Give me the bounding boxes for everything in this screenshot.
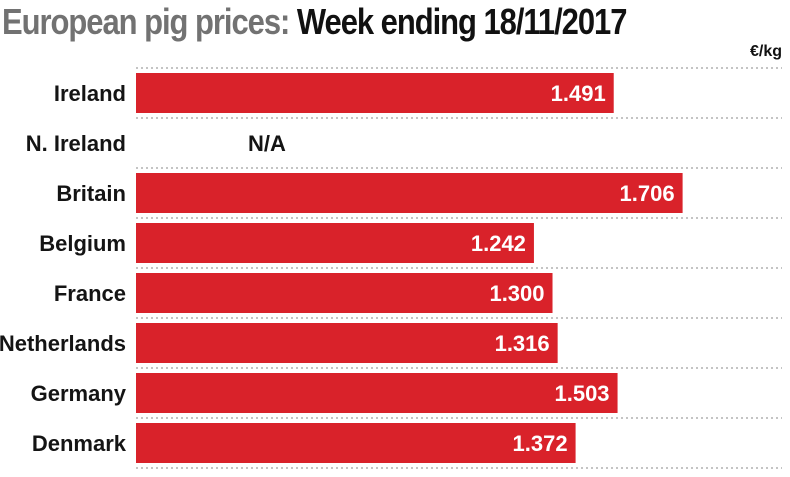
chart-title-date: Week ending 18/11/2017 bbox=[296, 1, 628, 42]
chart-title: European pig prices: Week ending 18/11/2… bbox=[2, 0, 628, 44]
value-label: 1.372 bbox=[513, 431, 568, 456]
chart-title-prefix: European pig prices: bbox=[2, 1, 290, 42]
category-label: France bbox=[54, 281, 126, 306]
value-label-na: N/A bbox=[248, 131, 286, 156]
bar bbox=[136, 423, 576, 463]
value-label: 1.300 bbox=[489, 281, 544, 306]
value-label: 1.491 bbox=[551, 81, 606, 106]
bar bbox=[136, 223, 534, 263]
bar bbox=[136, 323, 558, 363]
unit-label: €/kg bbox=[749, 43, 782, 60]
bar bbox=[136, 373, 618, 413]
value-label: 1.706 bbox=[620, 181, 675, 206]
bar bbox=[136, 173, 683, 213]
bar bbox=[136, 73, 614, 113]
category-label: Britain bbox=[56, 181, 126, 206]
bar bbox=[136, 273, 553, 313]
category-label: Denmark bbox=[32, 431, 127, 456]
value-label: 1.242 bbox=[471, 231, 526, 256]
value-label: 1.503 bbox=[554, 381, 609, 406]
category-label: N. Ireland bbox=[26, 131, 126, 156]
value-label: 1.316 bbox=[495, 331, 550, 356]
category-label: Belgium bbox=[39, 231, 126, 256]
category-label: Germany bbox=[31, 381, 127, 406]
category-label: Netherlands bbox=[0, 331, 126, 356]
category-label: Ireland bbox=[54, 81, 126, 106]
